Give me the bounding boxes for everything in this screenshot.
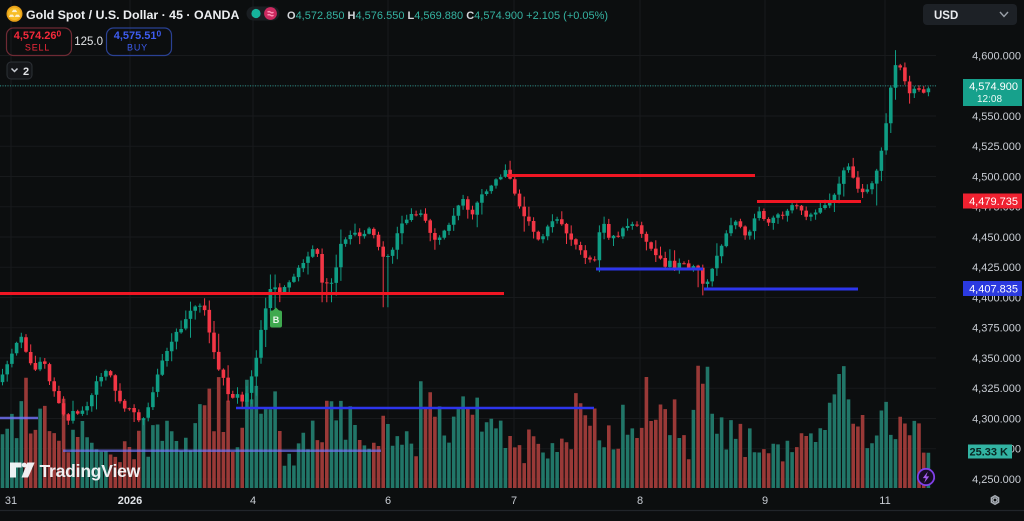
svg-text:2: 2 [23,66,29,78]
svg-text:4,350.000: 4,350.000 [972,353,1021,365]
svg-text:6: 6 [385,495,391,507]
svg-text:9: 9 [762,495,768,507]
svg-text:4,375.000: 4,375.000 [972,323,1021,335]
svg-text:USD: USD [934,10,958,22]
svg-text:Gold Spot / U.S. Dollar · 45 ·: Gold Spot / U.S. Dollar · 45 · OANDA [26,8,239,22]
svg-text:4,550.000: 4,550.000 [972,111,1021,123]
svg-text:25.33 K: 25.33 K [969,447,1008,459]
svg-text:4,479.735: 4,479.735 [969,196,1018,208]
svg-text:2026: 2026 [118,495,142,507]
svg-text:4,425.000: 4,425.000 [972,262,1021,274]
svg-text:B: B [273,315,280,325]
svg-text:4,525.000: 4,525.000 [972,141,1021,153]
svg-text:SELL: SELL [25,43,50,53]
svg-text:125.0: 125.0 [74,36,103,48]
svg-text:4,500.000: 4,500.000 [972,171,1021,183]
svg-text:4,407.835: 4,407.835 [969,284,1018,296]
svg-text:31: 31 [5,495,17,507]
svg-text:O4,572.850 H4,576.550 L4,569.8: O4,572.850 H4,576.550 L4,569.880 C4,574.… [287,10,608,22]
svg-text:4,325.000: 4,325.000 [972,383,1021,395]
svg-text:4,250.000: 4,250.000 [972,474,1021,486]
svg-text:4,450.000: 4,450.000 [972,232,1021,244]
svg-text:4,300.000: 4,300.000 [972,413,1021,425]
svg-text:8: 8 [637,495,643,507]
svg-text:4,574.260: 4,574.260 [14,29,62,43]
svg-text:12:08: 12:08 [977,94,1002,105]
svg-text:4,575.510: 4,575.510 [114,29,162,43]
svg-text:4: 4 [250,495,256,507]
svg-text:BUY: BUY [127,43,148,53]
svg-text:4,600.000: 4,600.000 [972,50,1021,62]
svg-text:7: 7 [511,495,517,507]
svg-text:4,574.900: 4,574.900 [969,81,1018,93]
svg-text:TradingView: TradingView [40,461,141,481]
svg-text:11: 11 [879,495,890,507]
